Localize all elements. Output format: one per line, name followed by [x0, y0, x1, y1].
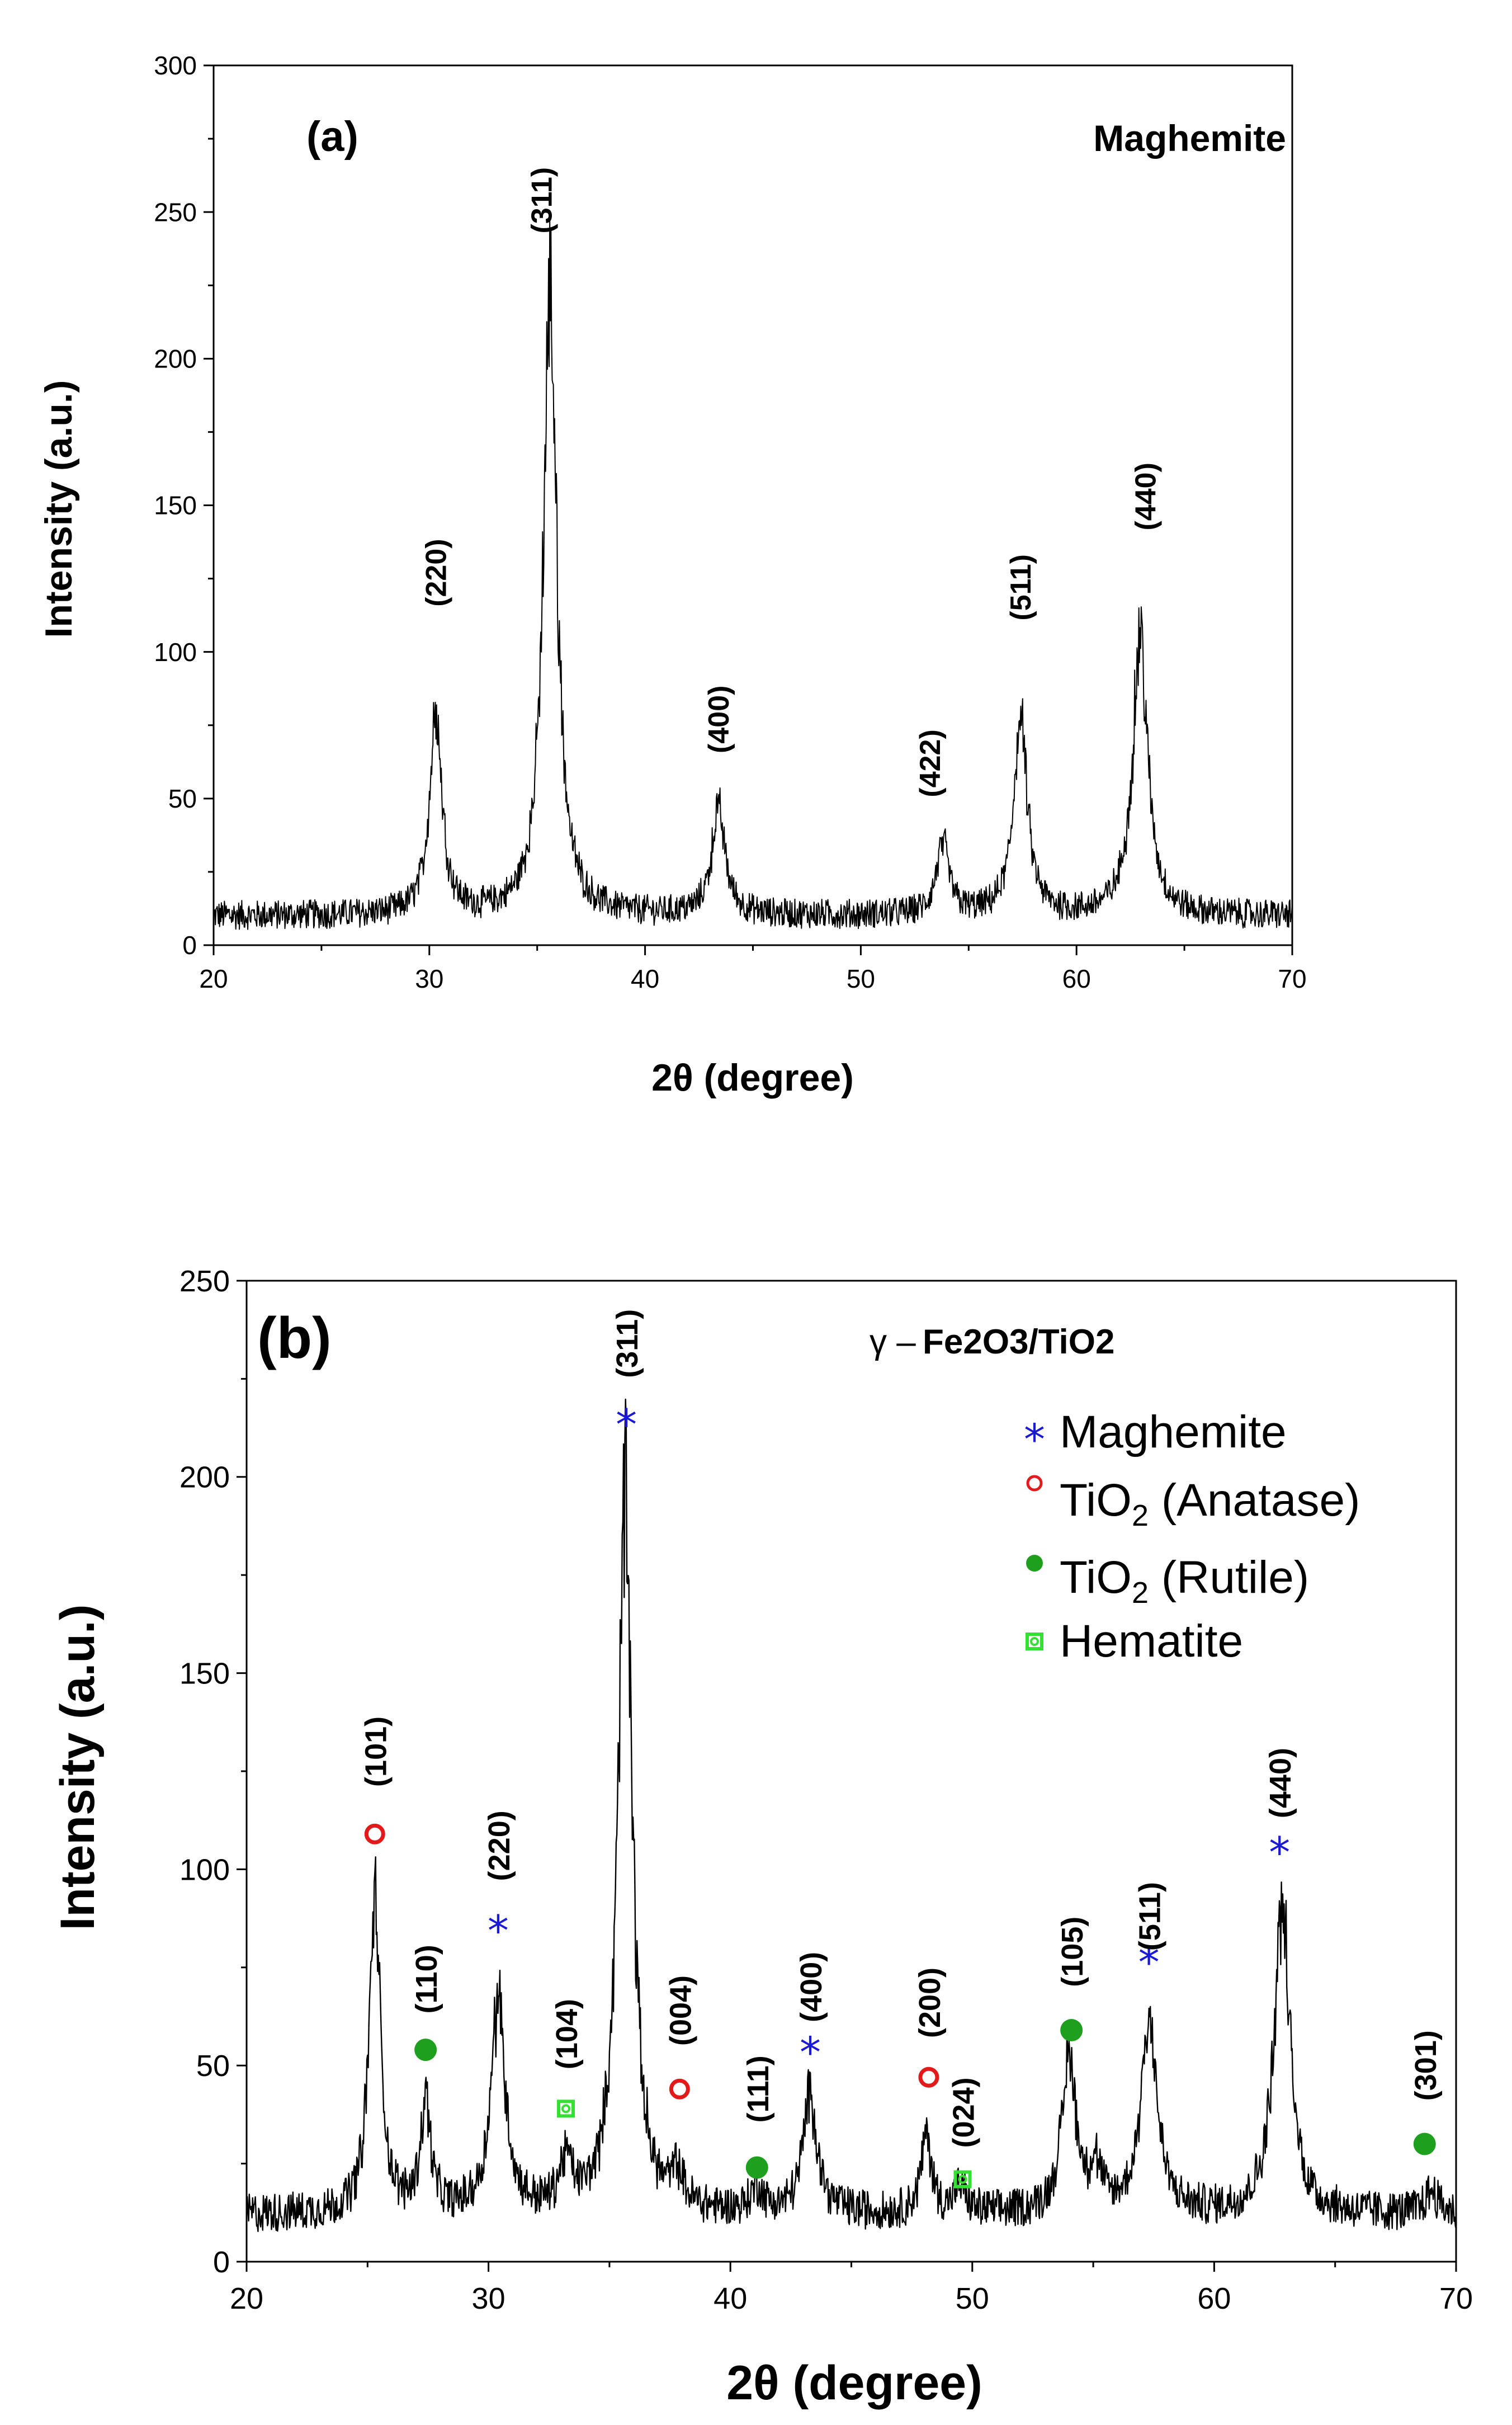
- y-tick-label: 50: [196, 2049, 230, 2083]
- x-tick-label: 50: [956, 2282, 989, 2315]
- peak-label: (400): [795, 1952, 828, 2022]
- rutile-marker: [745, 2156, 768, 2179]
- rutile-marker: [414, 2039, 437, 2061]
- legend-text-rutile: TiO2 (Rutile): [1060, 1552, 1309, 1610]
- peak-label: (311): [611, 1309, 644, 1378]
- y-tick-label: 200: [179, 1461, 230, 1494]
- panel-b-xlabel: 2θ (degree): [726, 2356, 982, 2410]
- maghemite-marker: *: [616, 1400, 637, 1450]
- panel-b-title-symbol: γ –: [870, 1323, 916, 1361]
- panel-b-title: Fe2O3/TiO2: [923, 1323, 1114, 1361]
- panel-b-label: (b): [257, 1306, 332, 1371]
- x-tick-label: 70: [1439, 2282, 1473, 2315]
- legend: * Maghemite TiO2 (Anatase) TiO2 (Rutile)…: [1024, 1407, 1360, 1667]
- peak-label: (440): [1130, 463, 1163, 530]
- maghemite-marker: *: [488, 1906, 509, 1956]
- peak-label: (004): [664, 1975, 697, 2046]
- y-tick-label: 150: [154, 491, 197, 520]
- rutile-filled-circle-icon: [1026, 1555, 1043, 1572]
- maghemite-marker: *: [1138, 1937, 1160, 1987]
- maghemite-star-icon: *: [1024, 1414, 1045, 1464]
- legend-item-rutile: TiO2 (Rutile): [1026, 1552, 1309, 1610]
- y-tick-label: 100: [154, 638, 197, 667]
- y-tick-label: 0: [213, 2245, 230, 2279]
- x-tick-label: 50: [847, 964, 875, 993]
- panel-a-title: Maghemite: [1093, 117, 1286, 159]
- x-tick-label: 60: [1197, 2282, 1231, 2315]
- peak-label: (511): [1133, 1882, 1167, 1951]
- peak-label: (111): [741, 2055, 775, 2122]
- peak-label: (311): [526, 167, 558, 234]
- hematite-marker: [557, 2100, 575, 2118]
- x-tick-label: 20: [199, 964, 228, 993]
- y-tick-label: 250: [154, 197, 197, 227]
- y-tick-label: 100: [179, 1853, 230, 1886]
- legend-text-anatase: TiO2 (Anatase): [1060, 1475, 1360, 1532]
- xrd-trace: [245, 1398, 1457, 2232]
- y-tick-label: 250: [179, 1265, 230, 1298]
- peak-label: (105): [1056, 1917, 1089, 1987]
- panel-b: 20 30 40 50 60 70 0 50 100 150 200 250 (101) (110) * (2…: [179, 1265, 1473, 2315]
- rutile-marker: [1060, 2019, 1083, 2042]
- x-tick-label: 40: [631, 964, 659, 993]
- peak-label: (422): [914, 729, 947, 797]
- y-tick-label: 300: [154, 51, 197, 80]
- panel-a-xlabel: 2θ (degree): [651, 1056, 854, 1099]
- anatase-marker: [364, 1823, 385, 1844]
- y-tick-label: 200: [154, 344, 197, 373]
- peak-label: (440): [1264, 1748, 1297, 1818]
- peak-label: (220): [483, 1810, 516, 1881]
- legend-text-maghemite: Maghemite: [1060, 1407, 1287, 1457]
- anatase-marker: [918, 2067, 939, 2088]
- x-tick-label: 60: [1062, 964, 1091, 993]
- peak-label: (220): [420, 539, 452, 606]
- y-tick-label: 50: [168, 784, 197, 813]
- peak-label: (110): [410, 1945, 443, 2013]
- x-tick-label: 20: [230, 2282, 263, 2315]
- x-tick-label: 40: [714, 2282, 747, 2315]
- legend-item-maghemite: * Maghemite: [1024, 1407, 1287, 1464]
- x-tick-label: 70: [1278, 964, 1306, 993]
- anatase-open-circle-icon: [1026, 1475, 1043, 1492]
- y-tick-label: 0: [182, 931, 197, 960]
- y-tick-label: 150: [179, 1657, 230, 1691]
- peak-label: (400): [703, 686, 735, 753]
- x-tick-label: 30: [415, 964, 443, 993]
- panel-a: 20 30 40 50 60 70 0 50 100 150 200 250 300 (220) (311)…: [154, 51, 1306, 993]
- x-tick-label: 30: [472, 2282, 505, 2315]
- panel-a-ylabel: Intensity (a.u.): [37, 380, 80, 638]
- anatase-marker: [669, 2078, 690, 2100]
- peak-label: (104): [550, 1999, 584, 2069]
- peak-label: (024): [947, 2077, 980, 2148]
- peak-label: (200): [913, 1968, 947, 2038]
- peak-label: (301): [1409, 2030, 1443, 2101]
- maghemite-marker: *: [800, 2027, 821, 2077]
- rutile-marker: [1413, 2133, 1436, 2155]
- maghemite-marker: *: [1269, 1827, 1290, 1877]
- panel-b-ylabel: Intensity (a.u.): [51, 1605, 105, 1931]
- peak-label: (101): [359, 1716, 393, 1787]
- hematite-marker: [953, 2170, 972, 2188]
- peak-label: (511): [1005, 554, 1037, 621]
- panel-a-label: (a): [306, 113, 358, 161]
- legend-text-hematite: Hematite: [1060, 1616, 1243, 1667]
- legend-item-anatase: TiO2 (Anatase): [1026, 1475, 1360, 1532]
- xrd-trace: [213, 218, 1293, 930]
- legend-item-hematite: Hematite: [1026, 1616, 1243, 1667]
- hematite-marker-icon: [1026, 1633, 1043, 1650]
